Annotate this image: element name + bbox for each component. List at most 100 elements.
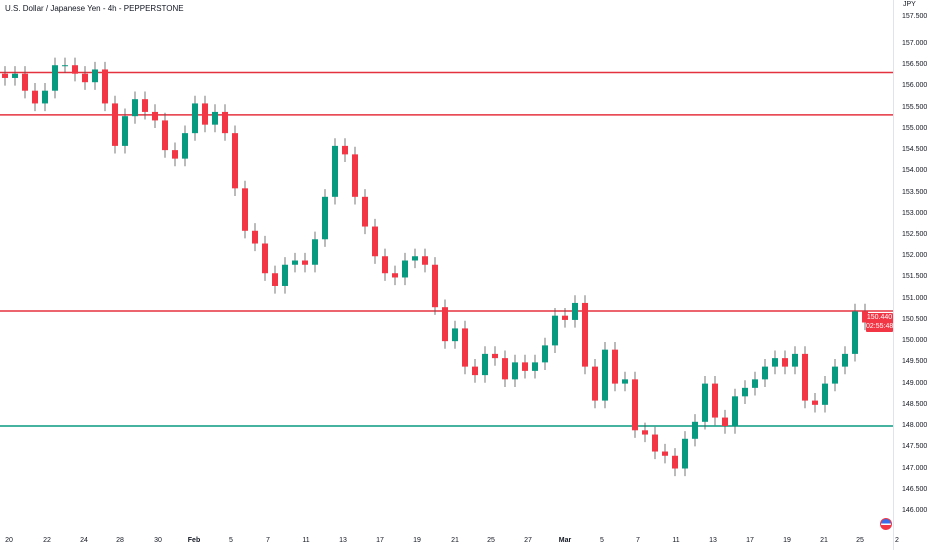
time-tick: 7 bbox=[266, 537, 270, 544]
price-tick: 154.500 bbox=[902, 146, 928, 154]
candle-body bbox=[32, 90, 38, 104]
candle-body bbox=[222, 111, 228, 134]
candle-body bbox=[372, 226, 378, 257]
candle-body bbox=[12, 73, 18, 78]
price-axis-border bbox=[893, 0, 894, 550]
candle-body bbox=[322, 196, 328, 240]
candle-body bbox=[142, 99, 148, 112]
price-tick: 157.500 bbox=[902, 13, 928, 20]
candle-body bbox=[612, 349, 618, 384]
candle-body bbox=[742, 387, 748, 397]
price-tick: 152.000 bbox=[902, 252, 928, 260]
price-tick: 156.500 bbox=[902, 61, 928, 69]
candle-body bbox=[412, 256, 418, 261]
candle-body bbox=[82, 73, 88, 83]
candle-body bbox=[632, 379, 638, 431]
price-tick: 150.500 bbox=[902, 315, 928, 323]
time-tick: 19 bbox=[783, 537, 791, 544]
candle-body bbox=[692, 421, 698, 439]
time-tick: 21 bbox=[451, 537, 459, 544]
candle-body bbox=[502, 358, 508, 380]
candle-body bbox=[682, 438, 688, 469]
time-tick: 17 bbox=[376, 537, 384, 544]
candle-body bbox=[62, 65, 68, 67]
price-chart[interactable] bbox=[0, 0, 893, 530]
candle-body bbox=[592, 366, 598, 401]
time-tick: 19 bbox=[413, 537, 421, 544]
price-tick: 146.500 bbox=[902, 485, 928, 493]
candle-body bbox=[432, 264, 438, 308]
candle-body bbox=[862, 311, 868, 323]
candle-body bbox=[822, 383, 828, 405]
price-tick: 155.000 bbox=[902, 124, 928, 132]
price-tick: 149.500 bbox=[902, 358, 928, 366]
us-flag-icon[interactable] bbox=[880, 518, 892, 530]
candle-body bbox=[562, 315, 568, 320]
candle-body bbox=[202, 103, 208, 125]
time-tick: 11 bbox=[672, 537, 680, 544]
candle-body bbox=[812, 400, 818, 405]
candle-body bbox=[212, 111, 218, 125]
candle-body bbox=[122, 116, 128, 146]
price-tick: 157.000 bbox=[902, 40, 928, 47]
candle-body bbox=[182, 133, 188, 159]
candle-body bbox=[702, 383, 708, 422]
candle-body bbox=[332, 145, 338, 197]
candle-body bbox=[772, 358, 778, 367]
price-tick: 147.000 bbox=[902, 464, 928, 472]
time-tick: 27 bbox=[524, 537, 532, 544]
time-tick: 25 bbox=[856, 537, 864, 544]
candle-body bbox=[152, 111, 158, 121]
candle-body bbox=[172, 150, 178, 159]
candle-body bbox=[402, 260, 408, 278]
time-tick: 24 bbox=[80, 537, 88, 544]
candle-body bbox=[252, 230, 258, 244]
candle-body bbox=[362, 196, 368, 227]
candle-body bbox=[162, 120, 168, 151]
candle-body bbox=[102, 69, 108, 104]
candle-body bbox=[552, 315, 558, 346]
time-tick: 21 bbox=[820, 537, 828, 544]
candle-body bbox=[672, 455, 678, 469]
time-tick: 28 bbox=[116, 537, 124, 544]
candle-body bbox=[282, 264, 288, 286]
candle-body bbox=[392, 273, 398, 278]
time-tick: Feb bbox=[187, 537, 201, 544]
candle-body bbox=[492, 353, 498, 359]
candle-body bbox=[642, 430, 648, 435]
price-tick: 149.000 bbox=[902, 379, 928, 387]
time-tick: 30 bbox=[154, 537, 162, 544]
candle-body bbox=[832, 366, 838, 384]
time-tick: Mar bbox=[558, 537, 572, 544]
candle-body bbox=[452, 328, 458, 342]
candle-body bbox=[22, 73, 28, 91]
time-tick: 17 bbox=[746, 537, 754, 544]
last-price-label: 150.440 02:55:48 bbox=[866, 313, 893, 332]
time-tick: 25 bbox=[487, 537, 495, 544]
candle-body bbox=[262, 243, 268, 274]
price-tick: 153.000 bbox=[902, 209, 928, 217]
time-tick: 5 bbox=[229, 537, 233, 544]
time-tick: 22 bbox=[43, 537, 51, 544]
last-price-value: 150.440 bbox=[866, 314, 893, 321]
candle-body bbox=[242, 188, 248, 231]
price-tick: 146.000 bbox=[902, 506, 928, 514]
currency-label[interactable]: JPY bbox=[903, 1, 916, 8]
candle-body bbox=[802, 353, 808, 401]
candle-body bbox=[472, 366, 478, 376]
candle-body bbox=[522, 362, 528, 371]
candle-body bbox=[132, 99, 138, 117]
time-tick: 11 bbox=[302, 537, 310, 544]
candle-body bbox=[752, 379, 758, 388]
candle-body bbox=[342, 145, 348, 155]
price-tick: 148.000 bbox=[902, 422, 928, 430]
candle-body bbox=[852, 311, 858, 354]
candle-body bbox=[652, 434, 658, 452]
price-tick: 150.000 bbox=[902, 337, 928, 345]
candle-body bbox=[462, 328, 468, 367]
chart-title: U.S. Dollar / Japanese Yen - 4h - PEPPER… bbox=[5, 4, 184, 13]
candle-body bbox=[762, 366, 768, 380]
candle-body bbox=[512, 362, 518, 380]
candle-body bbox=[582, 302, 588, 367]
candle-body bbox=[782, 358, 788, 367]
